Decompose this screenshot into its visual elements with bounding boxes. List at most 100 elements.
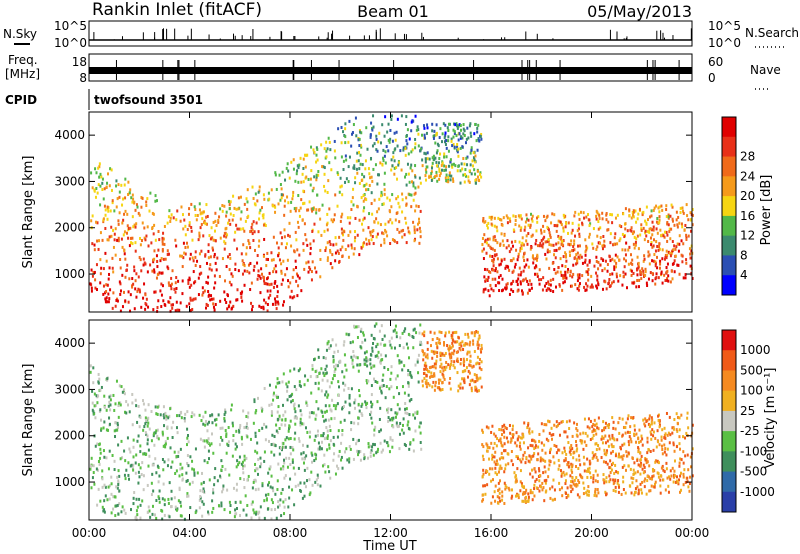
echo-cell	[549, 449, 552, 453]
echo-cell	[370, 366, 373, 370]
echo-cell	[470, 146, 473, 150]
echo-cell	[542, 471, 545, 475]
echo-cell	[559, 237, 562, 241]
echo-cell	[663, 426, 666, 430]
echo-cell	[320, 389, 323, 393]
echo-cell	[171, 269, 174, 273]
echo-cell	[323, 437, 326, 441]
echo-cell	[590, 274, 593, 278]
echo-cell	[404, 153, 407, 157]
echo-cell	[373, 377, 376, 381]
echo-cell	[542, 237, 545, 241]
echo-cell	[446, 126, 449, 130]
echo-cell	[237, 269, 240, 273]
echo-cell	[681, 254, 684, 258]
echo-cell	[503, 481, 506, 485]
echo-cell	[124, 209, 127, 213]
echo-cell	[405, 221, 408, 225]
echo-cell	[650, 416, 653, 420]
echo-cell	[193, 413, 196, 417]
echo-cell	[160, 293, 163, 297]
echo-cell	[182, 227, 185, 231]
echo-cell	[302, 157, 305, 161]
echo-cell	[207, 243, 210, 247]
echo-cell	[236, 459, 239, 463]
echo-cell	[459, 169, 462, 173]
echo-cell	[523, 486, 526, 490]
echo-cell	[246, 269, 249, 273]
echo-cell	[275, 516, 278, 520]
echo-cell	[274, 302, 277, 306]
echo-cell	[341, 231, 344, 235]
echo-cell	[687, 218, 690, 222]
echo-cell	[362, 331, 365, 335]
echo-cell	[525, 234, 528, 238]
echo-cell	[640, 454, 643, 458]
echo-cell	[689, 229, 692, 233]
echo-cell	[270, 450, 273, 454]
echo-cell	[301, 422, 304, 426]
echo-cell	[479, 348, 482, 352]
echo-cell	[552, 478, 555, 482]
echo-cell	[462, 379, 465, 383]
echo-cell	[640, 491, 643, 495]
echo-cell	[482, 493, 485, 497]
echo-cell	[525, 495, 528, 499]
echo-cell	[557, 234, 560, 238]
echo-cell	[451, 144, 454, 148]
echo-cell	[272, 270, 275, 274]
echo-cell	[190, 225, 193, 229]
echo-cell	[660, 438, 663, 442]
echo-cell	[667, 431, 670, 435]
echo-cell	[570, 231, 573, 235]
echo-cell	[310, 207, 313, 211]
echo-cell	[223, 231, 226, 235]
echo-cell	[533, 467, 536, 471]
echo-cell	[226, 294, 229, 298]
echo-cell	[291, 488, 294, 492]
echo-cell	[170, 213, 173, 217]
echo-cell	[599, 241, 602, 245]
echo-cell	[495, 444, 498, 448]
echo-cell	[240, 437, 243, 441]
echo-cell	[142, 474, 145, 478]
echo-cell	[139, 243, 142, 247]
echo-cell	[330, 381, 333, 385]
echo-cell	[612, 426, 615, 430]
echo-cell	[624, 227, 627, 231]
echo-cell	[114, 227, 117, 231]
echo-cell	[516, 437, 519, 441]
echo-cell	[483, 484, 486, 488]
echo-cell	[192, 259, 195, 263]
echo-cell	[595, 255, 598, 259]
echo-cell	[492, 268, 495, 272]
echo-cell	[147, 505, 150, 509]
echo-cell	[391, 221, 394, 225]
echo-cell	[615, 261, 618, 265]
echo-cell	[273, 453, 276, 457]
echo-cell	[393, 346, 396, 350]
echo-cell	[615, 470, 618, 474]
echo-cell	[685, 237, 688, 241]
echo-cell	[583, 216, 586, 220]
echo-cell	[124, 410, 127, 414]
echo-cell	[256, 451, 259, 455]
echo-cell	[156, 259, 159, 263]
echo-cell	[153, 223, 156, 227]
echo-cell	[387, 149, 390, 153]
echo-cell	[533, 487, 536, 491]
echo-cell	[365, 402, 368, 406]
echo-cell	[419, 421, 422, 425]
echo-cell	[321, 410, 324, 414]
echo-cell	[607, 281, 610, 285]
echo-cell	[551, 212, 554, 216]
echo-cell	[592, 422, 595, 426]
echo-cell	[496, 495, 499, 499]
echo-cell	[558, 488, 561, 492]
echo-cell	[579, 432, 582, 436]
echo-cell	[567, 494, 570, 498]
echo-cell	[627, 248, 630, 252]
echo-cell	[508, 250, 511, 254]
echo-cell	[379, 223, 382, 227]
echo-cell	[134, 471, 137, 475]
